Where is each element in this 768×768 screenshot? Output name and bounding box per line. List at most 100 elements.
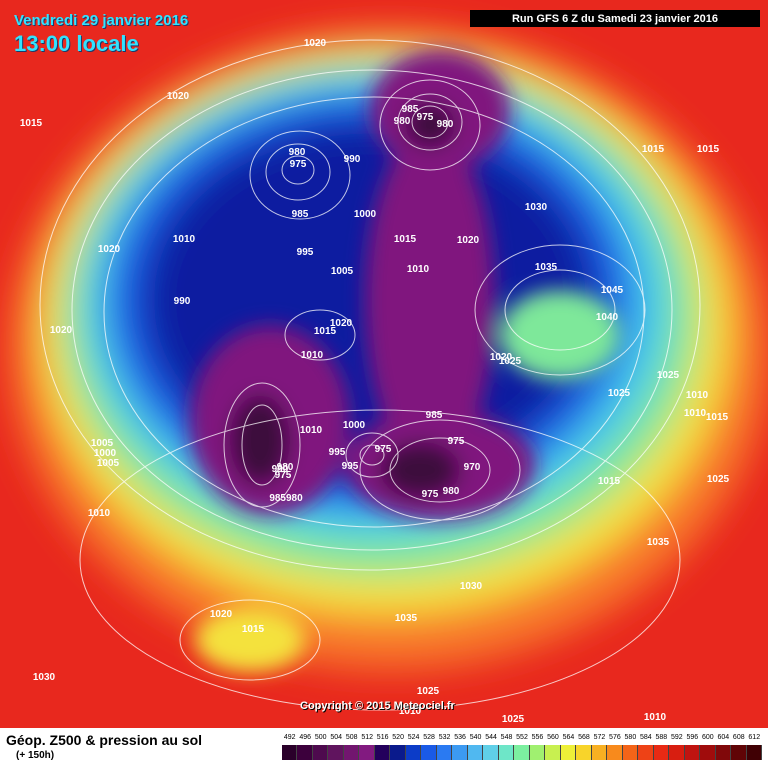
isobar [359, 444, 385, 466]
pressure-label: 1030 [33, 672, 56, 683]
isobar [504, 269, 616, 351]
legend-swatch [328, 745, 344, 760]
legend-swatch [529, 745, 546, 760]
legend-tick-label: 564 [562, 734, 575, 741]
legend-tick-label: 512 [361, 734, 373, 741]
isobar [345, 432, 399, 478]
isobar [79, 409, 681, 711]
pressure-label: 1020 [330, 318, 353, 329]
legend-swatch [731, 745, 747, 760]
legend-swatch [359, 745, 375, 760]
legend-swatch [715, 745, 732, 760]
legend-tick-label: 536 [454, 734, 466, 741]
legend-tick-label: 548 [500, 734, 513, 741]
pressure-label: 1035 [535, 262, 558, 273]
legend-tick-label: 588 [655, 734, 668, 741]
pressure-label: 1015 [697, 144, 720, 155]
forecast-hour: (+ 150h) [16, 750, 55, 761]
legend-tick-label: 604 [717, 734, 730, 741]
isobar [223, 382, 301, 508]
pressure-label: 1020 [50, 325, 73, 336]
pressure-label: 975 [417, 112, 434, 123]
pressure-label: 1025 [707, 474, 730, 485]
color-scale-legend: 492 496 500 504 508 512 516 520 524 528 532 536 540 5… [282, 730, 762, 764]
yellow-high-patch [195, 608, 305, 672]
legend-swatch [343, 745, 360, 760]
legend-tick-label: 500 [314, 734, 327, 741]
product-title: Géop. Z500 & pression au sol [6, 732, 203, 748]
pressure-label: 1010 [301, 350, 324, 361]
legend-swatch [436, 745, 453, 760]
legend-tick-label: 556 [531, 734, 544, 741]
pressure-label: 1010 [684, 408, 707, 419]
isobar [103, 96, 645, 528]
pressure-label: 980 [394, 116, 411, 127]
legend-tick-label: 516 [376, 734, 389, 741]
pressure-label: 1025 [657, 370, 680, 381]
legend-tick-label: 576 [609, 734, 621, 741]
pressure-label: 975 [375, 444, 392, 455]
legend-swatch [405, 745, 422, 760]
pressure-label: 1010 [88, 508, 111, 519]
pressure-label: 1005 [91, 438, 114, 449]
pressure-label: 1025 [417, 686, 440, 697]
legend-tick-label: 580 [624, 734, 637, 741]
isobar [474, 244, 646, 376]
legend-tick-label: 532 [438, 734, 451, 741]
pressure-label: 975 [448, 436, 465, 447]
pressure-label: 1040 [596, 312, 619, 323]
pressure-label: 985 [426, 410, 443, 421]
isobar [39, 39, 701, 571]
isobar [389, 437, 491, 503]
pressure-label: 1020 [304, 38, 327, 49]
legend-tick-label: 596 [686, 734, 699, 741]
pressure-label: 990 [272, 464, 289, 475]
pressure-label: 975 [422, 489, 439, 500]
forecast-date: Vendredi 29 janvier 2016 [14, 12, 189, 29]
legend-tick-label: 552 [516, 734, 528, 741]
isobar [71, 69, 673, 551]
legend-swatch [483, 745, 499, 760]
legend-tick-label: 540 [469, 734, 482, 741]
pressure-label: 1010 [407, 264, 430, 275]
pressure-label: 985 [292, 209, 309, 220]
pressure-label: 1005 [331, 266, 354, 277]
south-dark-core [380, 442, 460, 498]
pressure-label: 1010 [399, 706, 422, 717]
central-purple-trough [365, 130, 495, 470]
pressure-label: 1035 [647, 537, 670, 548]
legend-tick-label: 572 [593, 734, 606, 741]
pressure-label: 1020 [98, 244, 121, 255]
pressure-label: 1005 [97, 458, 120, 469]
pressure-label: 975 [275, 470, 292, 481]
pressure-label: 1030 [525, 202, 548, 213]
pressure-label: 1010 [300, 425, 323, 436]
legend-swatch [591, 745, 608, 760]
pressure-label: 995 [297, 247, 314, 258]
pressure-label: 985 [402, 104, 419, 115]
legend-tick-label: 508 [345, 734, 358, 741]
legend-swatch [576, 745, 592, 760]
legend-swatch [421, 745, 437, 760]
legend-swatch [684, 745, 701, 760]
pressure-label: 1020 [210, 609, 233, 620]
pressure-label: 1020 [457, 235, 480, 246]
pressure-label: 1015 [706, 412, 729, 423]
pressure-label: 995 [342, 461, 359, 472]
pressure-label: 1020 [490, 352, 513, 363]
pressure-label: 1025 [502, 714, 525, 725]
isobar [241, 404, 283, 486]
copyright-text: Copyright © 2015 Meteociel.fr [300, 700, 455, 712]
legend-tick-label: 600 [701, 734, 714, 741]
pressure-label: 1000 [343, 420, 366, 431]
pressure-label: 1035 [395, 613, 418, 624]
legend-swatch [297, 745, 313, 760]
legend-swatch [452, 745, 468, 760]
isobar [179, 599, 321, 681]
legend-tick-label: 544 [485, 734, 497, 741]
isobar [284, 309, 356, 361]
pressure-label: 1025 [499, 356, 522, 367]
pressure-label: 1010 [644, 712, 667, 723]
legend-tick-label: 524 [407, 734, 420, 741]
